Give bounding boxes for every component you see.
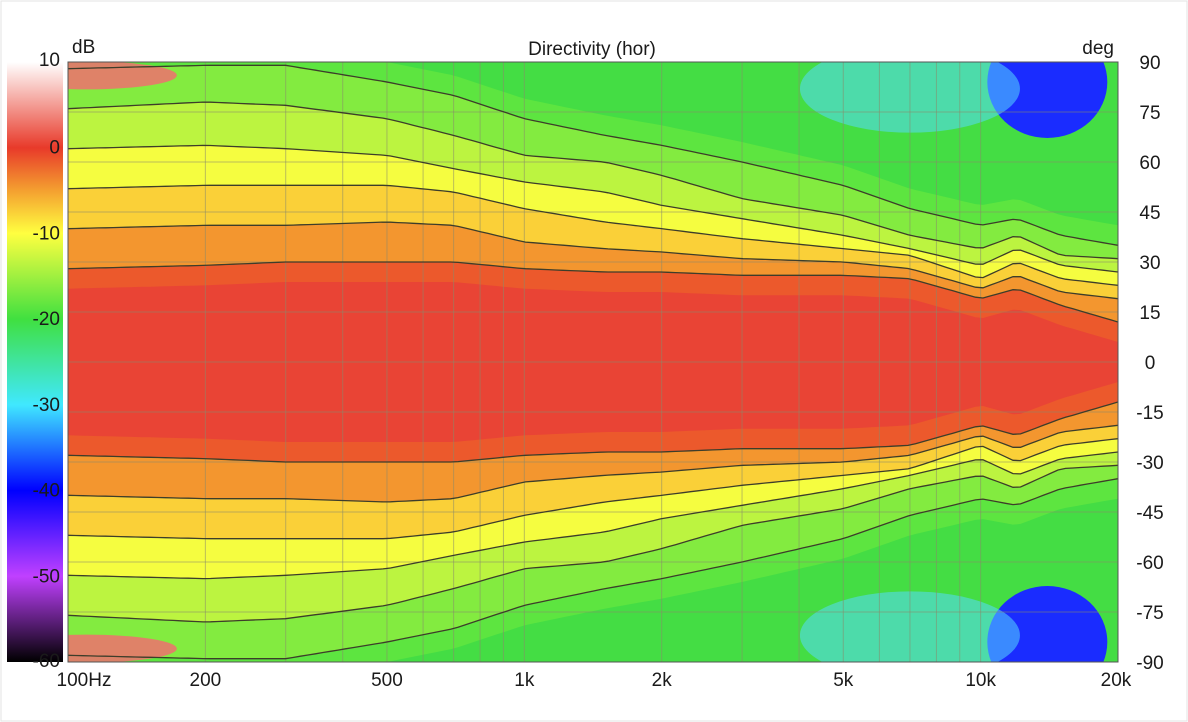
y-tick-label: 45 [1139,203,1160,224]
x-tick-label: 100Hz [57,670,112,691]
colorbar-tick-label: -10 [33,223,60,244]
contour-line-12db-lower [68,451,1118,580]
y-tick-label: -60 [1136,553,1163,574]
y-tick-label: 15 [1139,303,1160,324]
x-tick-label: 10k [965,670,996,691]
contour-line-6db-upper [68,221,1118,300]
colorbar-tick-label: -40 [33,481,60,502]
hot-corner [68,634,177,662]
y-tick-label: 90 [1139,53,1160,74]
y-axis-unit-label: deg [1082,38,1114,59]
colorbar-tick-label: -50 [33,566,60,587]
colorbar [7,62,63,662]
contour-line-6db-lower [68,424,1118,503]
x-tick-label: 5k [833,670,854,691]
y-tick-label: -90 [1136,653,1163,674]
contour-line-15db-upper [68,101,1118,260]
y-tick-label: 30 [1139,253,1160,274]
chart-title: Directivity (hor) [528,39,656,60]
y-tick-label: -75 [1136,603,1163,624]
x-tick-label: 500 [371,670,403,691]
colorbar-tick-label: 0 [49,138,60,159]
x-tick-label: 2k [652,670,673,691]
colorbar-tick-label: -60 [33,651,60,672]
y-tick-label: -15 [1136,403,1163,424]
x-tick-label: 1k [514,670,535,691]
contour-line-9db-lower [68,438,1118,540]
contour-line-18db-upper [68,64,1118,246]
y-axis-ticks: 90 75 60 45 30 15 0 -15 -30 -45 -60 -75 -90 [1136,53,1163,674]
contour-line-9db-upper [68,184,1118,286]
colorbar-unit-label: dB [72,37,95,58]
contour-layer [68,64,1118,660]
y-tick-label: 0 [1145,353,1156,374]
colorbar-ticks: 10 0 -10 -20 -30 -40 -50 -60 [33,50,60,672]
x-tick-label: 200 [190,670,222,691]
x-axis-ticks: 100Hz 200 500 1k 2k 5k 10k 20k [57,670,1132,691]
colorbar-tick-label: 10 [39,50,60,71]
contour-line-12db-upper [68,144,1118,273]
contour-line-3db-lower [68,401,1118,463]
plot-border [67,61,1119,663]
contour-line-15db-lower [68,464,1118,623]
contour-line-3db-upper [68,261,1118,323]
y-tick-label: 60 [1139,153,1160,174]
colorbar-tick-label: -30 [33,395,60,416]
y-tick-label: 75 [1139,103,1160,124]
contour-line-18db-lower [68,478,1118,660]
x-tick-label: 20k [1101,670,1132,691]
y-tick-label: -45 [1136,503,1163,524]
hot-corner [68,62,177,90]
y-tick-label: -30 [1136,453,1163,474]
colorbar-tick-label: -20 [33,309,60,330]
